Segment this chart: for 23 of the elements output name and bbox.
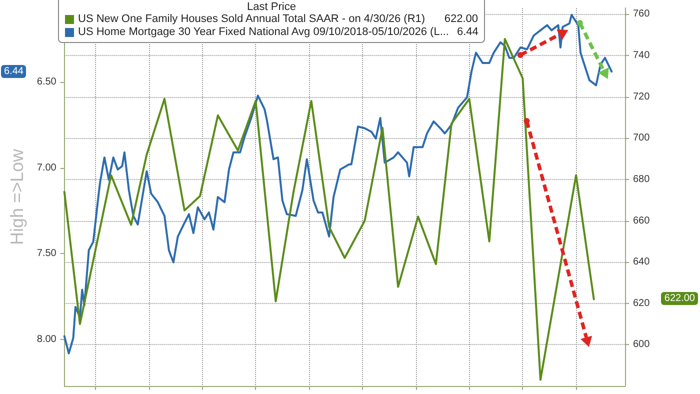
y-tick-label: 8.00 (36, 334, 57, 346)
y2-tick-label: 740 (633, 50, 650, 62)
y2-tick-label: 600 (633, 339, 650, 350)
y-axis-title: High =>Low (7, 148, 27, 246)
y2-tick-label: 700 (633, 132, 650, 144)
legend-label: US Home Mortgage 30 Year Fixed National Avg 09/10/2018-05/10/2026 (L... (78, 26, 449, 39)
y-tick-label: 7.00 (36, 162, 57, 174)
line-series (63, 14, 613, 354)
text: 622.00 (664, 293, 695, 304)
y2-tick-label: 720 (633, 91, 650, 102)
y2-tick-label: 640 (633, 256, 650, 268)
line-series (63, 38, 595, 381)
text: 6.44 (4, 66, 24, 77)
y-tick-label: 7.50 (36, 248, 57, 260)
annotation: 622.00 (444, 13, 478, 26)
y2-tick-label: 660 (633, 215, 650, 226)
y-tick-label: 6.50 (36, 76, 57, 88)
y2-tick-label: 680 (633, 174, 650, 185)
y2-tick-label: 620 (633, 298, 650, 309)
y2-tick-label: 760 (633, 8, 650, 20)
legend-label: US New One Family Houses Sold Annual Total SAAR - on 4/30/26 (R1) (78, 13, 426, 26)
annotation: 6.44 (457, 26, 478, 39)
legend-title: Last Price (246, 1, 297, 13)
